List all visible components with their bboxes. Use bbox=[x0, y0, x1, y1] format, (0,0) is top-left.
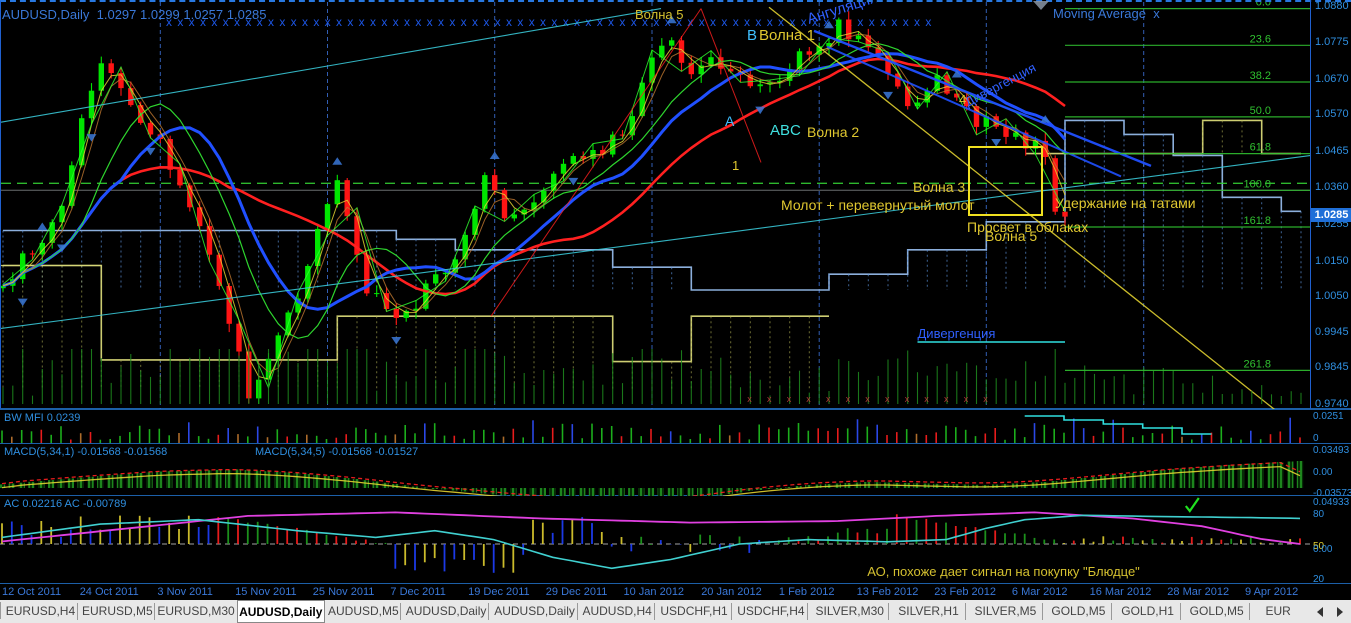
svg-text:0.0: 0.0 bbox=[1256, 2, 1271, 9]
svg-text:x: x bbox=[964, 394, 969, 404]
svg-text:x: x bbox=[983, 394, 988, 404]
svg-text:61.8: 61.8 bbox=[1250, 142, 1271, 154]
svg-text:Волна 5: Волна 5 bbox=[985, 228, 1037, 244]
svg-text:MACD(5,34,5) -0.01568 -0.01527: MACD(5,34,5) -0.01568 -0.01527 bbox=[255, 446, 418, 458]
svg-text:Волна 2: Волна 2 bbox=[807, 124, 859, 140]
svg-text:BW MFI 0.0239: BW MFI 0.0239 bbox=[4, 412, 80, 424]
svg-text:100.0: 100.0 bbox=[1243, 178, 1271, 190]
svg-text:Волна 1: Волна 1 bbox=[759, 27, 815, 44]
svg-text:1: 1 bbox=[732, 158, 739, 173]
svg-text:ABC: ABC bbox=[770, 122, 801, 139]
svg-text:x: x bbox=[924, 394, 929, 404]
svg-text:50.0: 50.0 bbox=[1250, 105, 1271, 117]
svg-text:161.8: 161.8 bbox=[1243, 215, 1271, 227]
svg-text:x: x bbox=[944, 394, 949, 404]
svg-text:A: A bbox=[725, 113, 735, 129]
svg-text:261.8: 261.8 bbox=[1243, 358, 1271, 370]
svg-text:x: x bbox=[767, 394, 772, 404]
svg-text:АО, похоже дает сигнал на поку: АО, похоже дает сигнал на покупку "Блюдц… bbox=[867, 564, 1140, 579]
svg-text:Молот + перевернутый молот: Молот + перевернутый молот bbox=[781, 197, 975, 213]
svg-text:x: x bbox=[865, 394, 870, 404]
svg-text:x: x bbox=[826, 394, 831, 404]
svg-text:B: B bbox=[747, 27, 757, 44]
svg-text:Волна 3: Волна 3 bbox=[913, 179, 965, 195]
svg-text:Дивергенция: Дивергенция bbox=[918, 326, 996, 341]
svg-text:x: x bbox=[885, 394, 890, 404]
svg-text:23.6: 23.6 bbox=[1250, 33, 1271, 45]
svg-text:Удержание на татами: Удержание на татами bbox=[1055, 195, 1196, 211]
svg-text:x: x bbox=[806, 394, 811, 404]
svg-text:x: x bbox=[846, 394, 851, 404]
svg-text:MACD(5,34,1) -0.01568 -0.0156: MACD(5,34,1) -0.01568 -0.01568 bbox=[4, 446, 167, 458]
svg-text:x: x bbox=[747, 394, 752, 404]
svg-text:38.2: 38.2 bbox=[1250, 70, 1271, 82]
svg-text:4: 4 bbox=[959, 92, 966, 107]
svg-text:AC 0.02216 AC -0.00789: AC 0.02216 AC -0.00789 bbox=[4, 498, 126, 510]
svg-text:x: x bbox=[905, 394, 910, 404]
svg-text:x: x bbox=[787, 394, 792, 404]
